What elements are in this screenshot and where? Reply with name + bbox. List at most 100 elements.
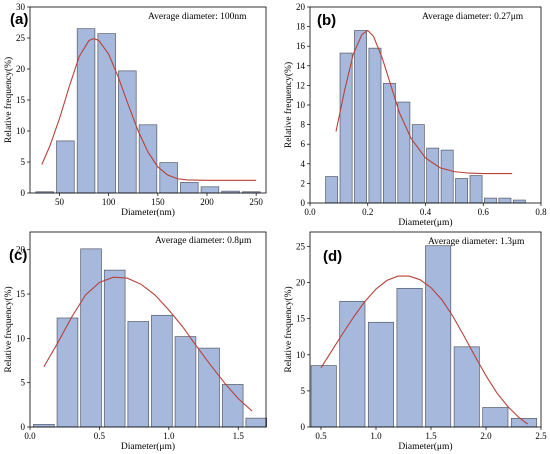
histogram-bar bbox=[97, 33, 116, 194]
y-tick-label: 6 bbox=[301, 139, 306, 149]
histogram-bar bbox=[367, 321, 394, 428]
y-tick-label: 30 bbox=[16, 2, 26, 12]
y-axis-title: Relative frequency(%) bbox=[283, 62, 294, 148]
x-tick-label: 0.5 bbox=[94, 431, 106, 441]
histogram-bar bbox=[426, 147, 440, 204]
y-tick-label: 20 bbox=[296, 278, 306, 288]
y-tick-label: 5 bbox=[21, 157, 26, 167]
x-tick-label: 1.5 bbox=[233, 431, 245, 441]
histogram-bar bbox=[510, 417, 537, 428]
x-tick-label: 0.2 bbox=[362, 207, 373, 217]
histogram-bar bbox=[127, 321, 150, 428]
histogram-bar bbox=[103, 269, 126, 428]
histogram-bar bbox=[76, 28, 96, 194]
y-tick-label: 18 bbox=[296, 22, 306, 32]
panel-label: (d) bbox=[323, 248, 342, 265]
y-tick-label: 10 bbox=[16, 126, 26, 136]
x-tick-label: 2.5 bbox=[535, 431, 547, 441]
histogram-bar bbox=[221, 384, 244, 428]
average-diameter-annotation: Average diameter: 100nm bbox=[148, 12, 247, 22]
panel-label: (b) bbox=[317, 12, 336, 29]
y-tick-label: 20 bbox=[16, 64, 26, 74]
y-tick-label: 10 bbox=[296, 100, 306, 110]
histogram-bar bbox=[174, 336, 197, 428]
average-diameter-annotation: Average diameter: 1.3μm bbox=[428, 237, 525, 247]
y-tick-label: 0 bbox=[301, 422, 306, 432]
chart-panel: 50 100 150 200 250 0 5 10 15 20 25 30 Diameter(nm) Re… bbox=[3, 2, 267, 218]
histogram-bar bbox=[512, 199, 526, 204]
histogram-bar bbox=[411, 124, 425, 204]
histogram-bar bbox=[80, 248, 102, 428]
histogram-bar bbox=[498, 197, 512, 204]
histogram-bar bbox=[56, 140, 75, 194]
fit-curve bbox=[41, 38, 257, 181]
y-tick-label: 20 bbox=[296, 2, 306, 12]
y-axis-title: Relative frequency(%) bbox=[283, 286, 294, 372]
histogram-bar bbox=[484, 197, 497, 204]
y-tick-label: 20 bbox=[16, 245, 26, 255]
x-tick-label: 0.0 bbox=[304, 207, 316, 217]
x-tick-label: 0.0 bbox=[24, 431, 36, 441]
y-tick-label: 5 bbox=[21, 378, 26, 388]
y-tick-label: 25 bbox=[296, 241, 306, 251]
histogram-bar bbox=[368, 47, 382, 204]
x-tick-label: 250 bbox=[249, 197, 263, 207]
panel-label: (a) bbox=[10, 11, 28, 28]
plot-frame bbox=[29, 231, 267, 428]
x-tick-label: 1.5 bbox=[425, 431, 437, 441]
fit-curve bbox=[335, 29, 513, 175]
panel-label: (c) bbox=[9, 247, 27, 264]
x-tick-label: 2.0 bbox=[480, 431, 492, 441]
histogram-bar bbox=[440, 149, 454, 204]
histogram-bar bbox=[56, 317, 79, 428]
histogram-bar bbox=[339, 300, 366, 428]
x-tick-label: 1.0 bbox=[370, 431, 382, 441]
plot-frame bbox=[309, 231, 542, 428]
y-tick-label: 0 bbox=[21, 188, 26, 198]
histogram-bar bbox=[455, 178, 469, 204]
x-axis-title: Diameter(μm) bbox=[398, 441, 452, 452]
y-tick-label: 16 bbox=[296, 41, 306, 51]
average-diameter-annotation: Average diameter: 0.8μm bbox=[155, 236, 252, 246]
y-tick-label: 10 bbox=[296, 350, 306, 360]
x-tick-label: 0.6 bbox=[478, 207, 490, 217]
y-axis-title: Relative frequency(%) bbox=[3, 286, 14, 372]
y-tick-label: 5 bbox=[301, 386, 306, 396]
y-tick-label: 15 bbox=[296, 314, 306, 324]
histogram-bar bbox=[198, 347, 220, 428]
y-tick-label: 10 bbox=[16, 333, 26, 343]
histogram-bar bbox=[151, 314, 173, 428]
x-axis-title: Diameter(μm) bbox=[121, 441, 175, 452]
chart-panel: 0.0 0.2 0.4 0.6 0.8 0 2 4 6 8 10 12 14 16 18 20 Diameter… bbox=[283, 2, 547, 228]
histogram-bar bbox=[453, 346, 480, 428]
histogram-bar bbox=[396, 287, 423, 428]
y-tick-label: 4 bbox=[301, 159, 306, 169]
histogram-bar bbox=[482, 407, 509, 428]
x-tick-label: 150 bbox=[151, 197, 165, 207]
fit-curve bbox=[320, 275, 529, 425]
y-tick-label: 25 bbox=[16, 33, 26, 43]
histogram-bar bbox=[245, 417, 268, 428]
histogram-bar bbox=[180, 182, 199, 194]
average-diameter-annotation: Average diameter: 0.27μm bbox=[422, 12, 524, 22]
histogram-bar bbox=[382, 83, 396, 204]
chart-panel: 0.5 1.0 1.5 2.0 2.5 0 5 10 15 20 25 Diameter(μm) Rel… bbox=[283, 231, 547, 452]
x-axis-title: Diameter(nm) bbox=[121, 207, 175, 218]
y-tick-label: 14 bbox=[296, 61, 306, 71]
x-axis-title: Diameter(μm) bbox=[398, 217, 452, 228]
x-tick-label: 0.8 bbox=[535, 207, 547, 217]
histogram-bar bbox=[354, 30, 367, 204]
y-tick-label: 15 bbox=[16, 95, 26, 105]
y-tick-label: 2 bbox=[301, 178, 306, 188]
x-tick-label: 100 bbox=[102, 197, 116, 207]
x-tick-label: 50 bbox=[55, 197, 65, 207]
histogram-bar bbox=[425, 245, 452, 428]
x-tick-label: 200 bbox=[200, 197, 214, 207]
histogram-bar bbox=[200, 186, 220, 194]
y-tick-label: 15 bbox=[16, 289, 26, 299]
y-tick-label: 8 bbox=[301, 120, 306, 130]
x-tick-label: 0.5 bbox=[315, 431, 327, 441]
y-tick-label: 12 bbox=[296, 80, 305, 90]
x-tick-label: 1.0 bbox=[163, 431, 175, 441]
